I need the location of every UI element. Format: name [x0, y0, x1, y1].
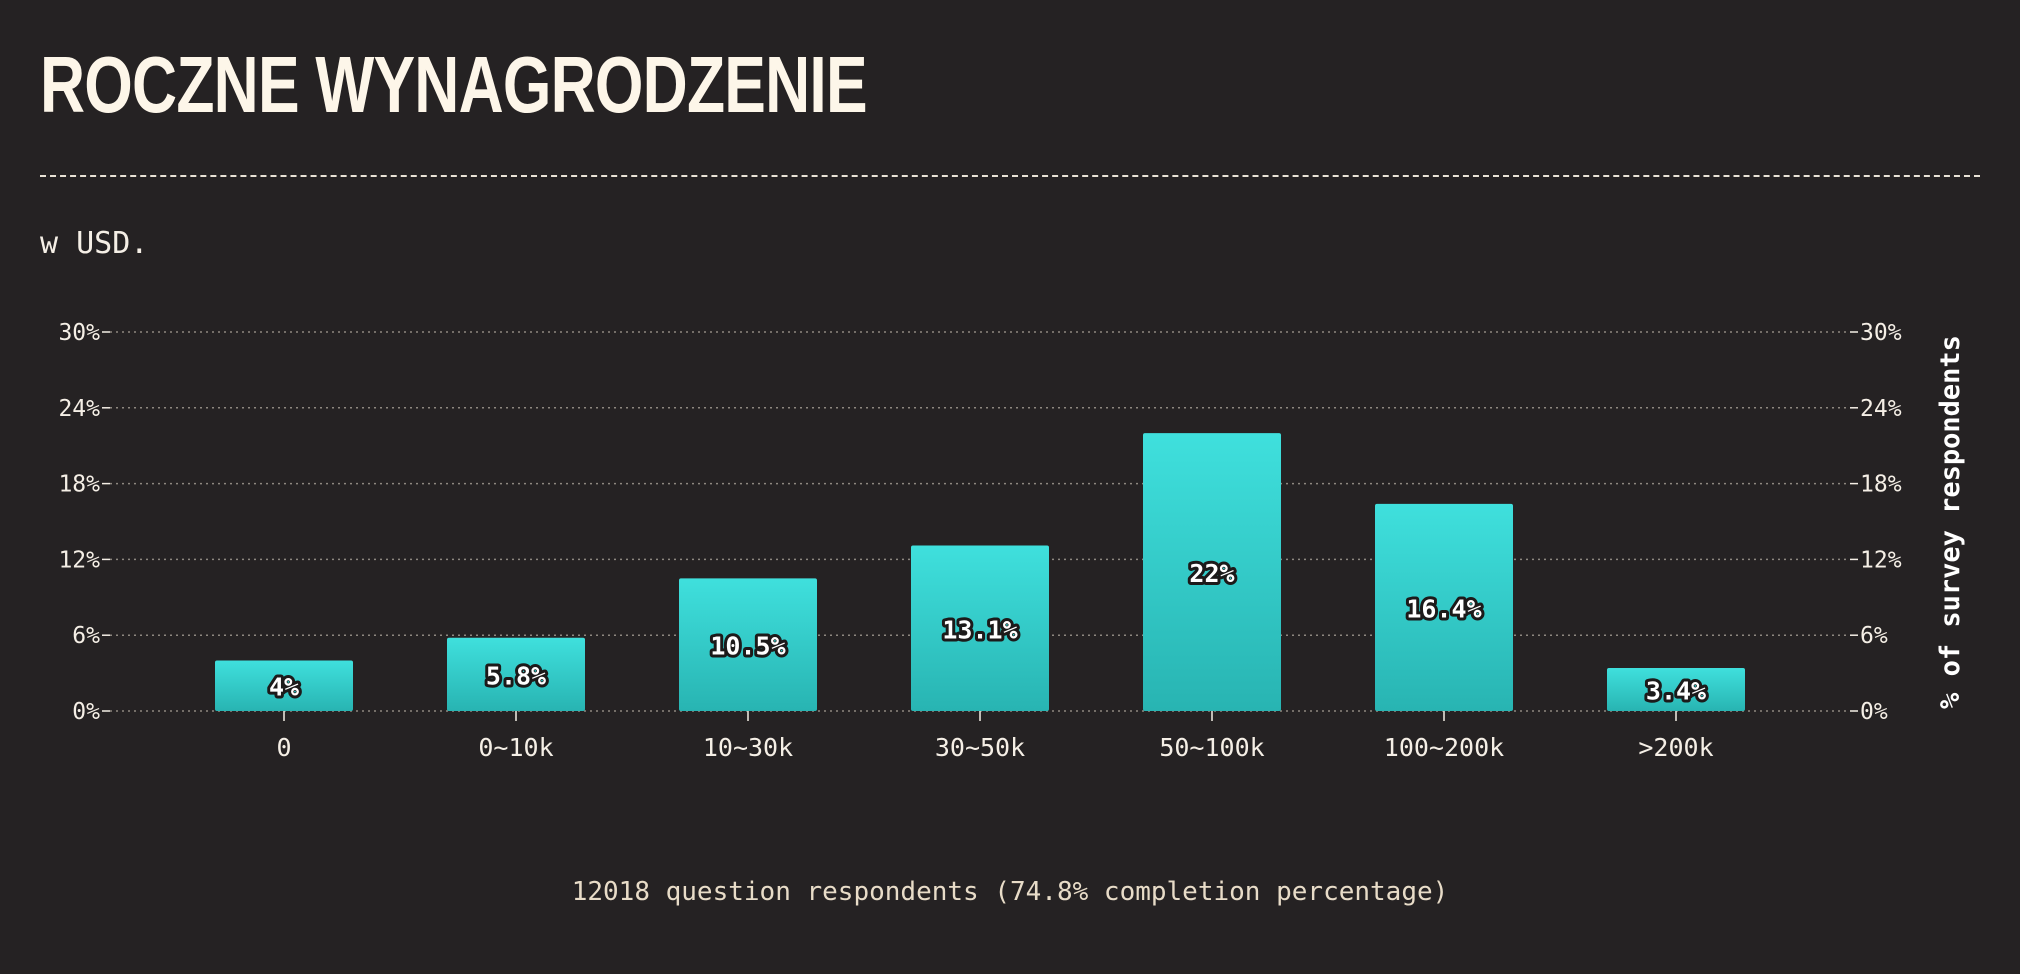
y-tick-label-left: 24% [58, 396, 100, 422]
bar->200k [1607, 668, 1745, 711]
x-tick-label: 30~50k [935, 733, 1025, 762]
bar-0~10k [447, 637, 585, 711]
x-tick-label: >200k [1638, 733, 1713, 762]
data-label: 3.4% [1646, 677, 1706, 706]
y-tick-label-right: 18% [1860, 472, 1902, 498]
data-labels: 4% 5.8% 10.5% 13.1% 22% 16.4% 3.4% [266, 556, 1709, 708]
y-tick-label-right: 0% [1860, 699, 1888, 725]
chart-title: ROCZNE WYNAGRODZENIE [40, 40, 868, 129]
x-tick-label: 0~10k [478, 733, 553, 762]
y-tick-label-right: 24% [1860, 396, 1902, 422]
data-label: 4% [269, 673, 299, 702]
y-tick-label-right: 6% [1860, 623, 1888, 649]
y-tick-label-right: 12% [1860, 547, 1902, 573]
data-label: 10.5% [710, 632, 785, 661]
x-tick-label: 0 [276, 733, 291, 762]
bar-10~30k [679, 578, 817, 711]
axes: 0% 0% 6% 6% 12% 12% 18% 18% 24% 24% 30% 30% 0 0~10k 10… [58, 320, 1966, 762]
y-tick-label-left: 6% [72, 623, 100, 649]
chart-subtitle: w USD. [40, 226, 149, 261]
data-label: 22% [1189, 559, 1234, 588]
bar-100~200k [1375, 503, 1513, 711]
y-axis-title-right: % of survey respondents [1935, 335, 1966, 709]
y-tick-label-left: 0% [72, 699, 100, 725]
y-tick-label-left: 30% [58, 320, 100, 346]
y-tick-label-right: 30% [1860, 320, 1902, 346]
data-label: 13.1% [942, 615, 1017, 644]
data-label: 5.8% [486, 661, 546, 690]
x-tick-label: 10~30k [703, 733, 793, 762]
x-tick-label: 50~100k [1159, 733, 1264, 762]
bar-50~100k [1143, 433, 1281, 711]
x-tick-label: 100~200k [1384, 733, 1504, 762]
respondents-note: 12018 question respondents (74.8% comple… [571, 877, 1449, 907]
title-divider [40, 175, 1980, 177]
y-tick-label-left: 18% [58, 472, 100, 498]
bars [215, 433, 1745, 711]
bar-30~50k [911, 545, 1049, 711]
y-tick-label-left: 12% [58, 547, 100, 573]
data-label: 16.4% [1406, 594, 1481, 623]
bar-0 [215, 660, 353, 711]
